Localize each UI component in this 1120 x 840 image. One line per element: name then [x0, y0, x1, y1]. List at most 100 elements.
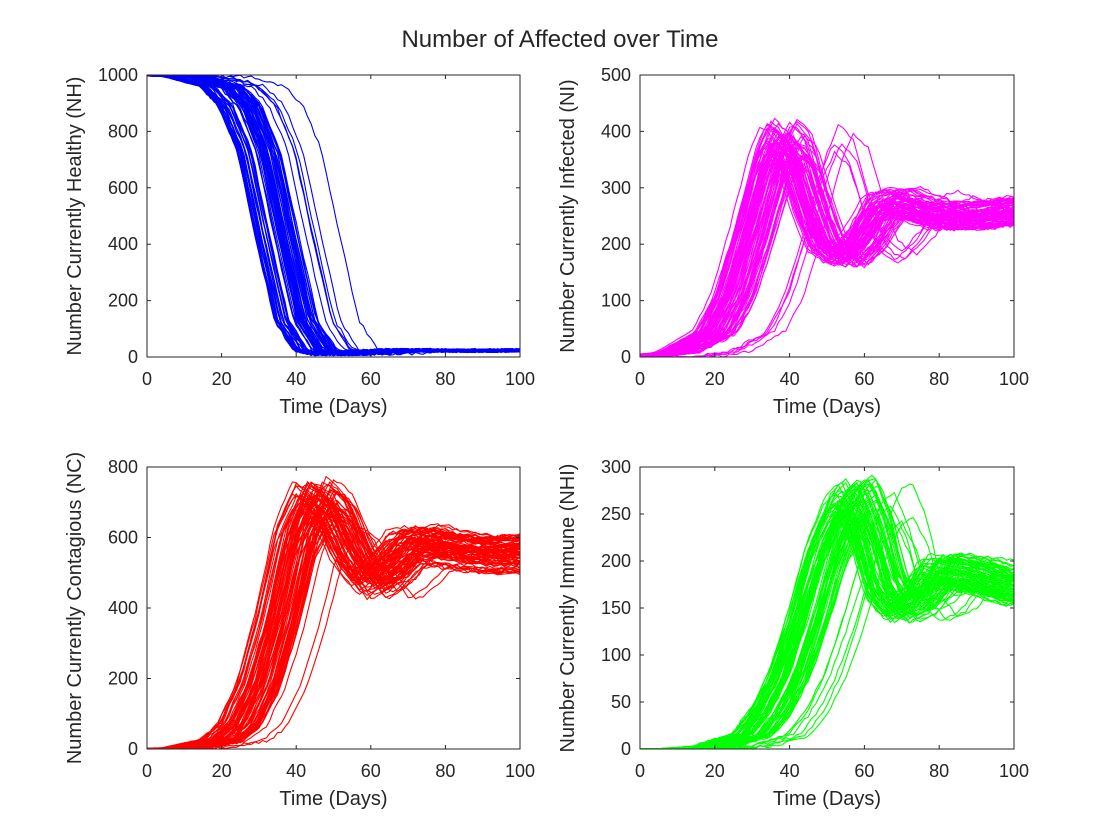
y-tick-label: 1000: [98, 65, 138, 85]
y-axis-label: Number Currently Immune (NHI): [557, 464, 579, 753]
x-tick-label: 60: [361, 369, 381, 389]
series-lines: [640, 117, 1014, 357]
series-line-29: [640, 123, 1014, 357]
series-line-80: [147, 75, 520, 356]
subplot-immune: 0 20 40 60 80 100 0 50 100 150 200 250 300 Time (Days…: [557, 457, 1029, 810]
series-line-57: [147, 75, 520, 356]
y-axis-label: Number Currently Infected (NI): [557, 79, 579, 352]
series-line-59: [147, 483, 520, 749]
series-line-79: [640, 125, 1014, 357]
series-line-78: [147, 499, 520, 749]
y-tick-label: 0: [128, 347, 138, 367]
x-tick-label: 40: [286, 369, 306, 389]
axes-box: [146, 74, 521, 358]
y-tick-label: 400: [601, 121, 631, 141]
x-tick-label: 80: [929, 761, 949, 781]
y-tick-label: 800: [108, 457, 138, 477]
series-line-68: [640, 478, 1014, 749]
x-axis-label: Time (Days): [279, 788, 387, 810]
x-tick-label: 60: [361, 761, 381, 781]
y-tick-label: 0: [621, 347, 631, 367]
series-line-14: [147, 481, 520, 749]
y-tick-label: 50: [611, 692, 631, 712]
y-tick-label: 150: [601, 598, 631, 618]
y-tick-label: 600: [108, 178, 138, 198]
series-line-75: [147, 75, 520, 356]
series-line-74: [640, 158, 1014, 357]
series-line-62: [147, 481, 520, 749]
x-tick-label: 40: [780, 369, 800, 389]
x-tick-label: 80: [435, 369, 455, 389]
y-tick-label: 300: [601, 178, 631, 198]
series-line-49: [640, 155, 1014, 357]
series-lines: [147, 475, 520, 749]
x-tick-label: 100: [999, 761, 1029, 781]
series-line-79: [640, 522, 1014, 749]
series-line-68: [640, 152, 1014, 357]
series-line-32: [147, 482, 520, 749]
x-tick-label: 80: [435, 761, 455, 781]
y-tick-label: 0: [621, 739, 631, 759]
series-line-67: [640, 143, 1014, 357]
y-tick-label: 100: [601, 645, 631, 665]
x-axis-label: Time (Days): [773, 396, 881, 418]
y-tick-label: 200: [108, 291, 138, 311]
x-tick-label: 20: [705, 761, 725, 781]
series-line-73: [640, 504, 1014, 749]
series-line-77: [640, 154, 1014, 357]
y-tick-label: 800: [108, 121, 138, 141]
series-line-80: [640, 489, 1014, 749]
series-line-66: [147, 490, 520, 749]
y-tick-label: 400: [108, 598, 138, 618]
y-axis-label: Number Currently Contagious (NC): [64, 452, 86, 764]
series-line-76: [147, 485, 520, 749]
x-tick-label: 40: [286, 761, 306, 781]
y-tick-label: 0: [128, 739, 138, 759]
y-tick-label: 500: [601, 65, 631, 85]
y-tick-label: 200: [108, 669, 138, 689]
subplot-contagious: 0 20 40 60 80 100 0 200 400 600 800 Time (Days) Numb…: [64, 452, 535, 810]
y-tick-label: 100: [601, 291, 631, 311]
y-tick-label: 200: [601, 234, 631, 254]
series-line-80: [147, 485, 520, 749]
y-tick-label: 200: [601, 551, 631, 571]
series-line-2: [147, 480, 520, 749]
series-line-60: [640, 516, 1014, 749]
subplot-infected: 0 20 40 60 80 100 0 100 200 300 400 500 Time (Days) N…: [557, 65, 1029, 418]
x-axis-label: Time (Days): [773, 788, 881, 810]
x-tick-label: 80: [929, 369, 949, 389]
series-line-80: [640, 152, 1014, 357]
series-lines: [147, 75, 520, 357]
x-tick-label: 0: [142, 369, 152, 389]
x-tick-label: 0: [142, 761, 152, 781]
series-lines: [640, 474, 1014, 749]
x-tick-label: 60: [854, 761, 874, 781]
x-tick-label: 40: [780, 761, 800, 781]
series-line-70: [147, 481, 520, 749]
x-tick-label: 60: [854, 369, 874, 389]
series-line-70: [640, 151, 1014, 357]
y-tick-label: 600: [108, 528, 138, 548]
x-tick-label: 100: [505, 369, 535, 389]
axes-box: [639, 74, 1015, 358]
figure-title: Number of Affected over Time: [401, 26, 718, 53]
y-axis-label: Number Currently Healthy (NH): [64, 77, 86, 356]
x-tick-label: 20: [212, 761, 232, 781]
series-line-75: [147, 504, 520, 749]
x-axis-label: Time (Days): [279, 396, 387, 418]
x-tick-label: 100: [999, 369, 1029, 389]
series-line-71: [640, 135, 1014, 357]
series-line-67: [147, 482, 520, 749]
series-line-78: [640, 491, 1014, 749]
series-line-50: [640, 491, 1014, 749]
x-tick-label: 20: [212, 369, 232, 389]
y-tick-label: 250: [601, 504, 631, 524]
series-line-8: [640, 505, 1014, 749]
x-tick-label: 20: [705, 369, 725, 389]
x-tick-label: 100: [505, 761, 535, 781]
y-tick-label: 300: [601, 457, 631, 477]
series-line-77: [147, 494, 520, 749]
